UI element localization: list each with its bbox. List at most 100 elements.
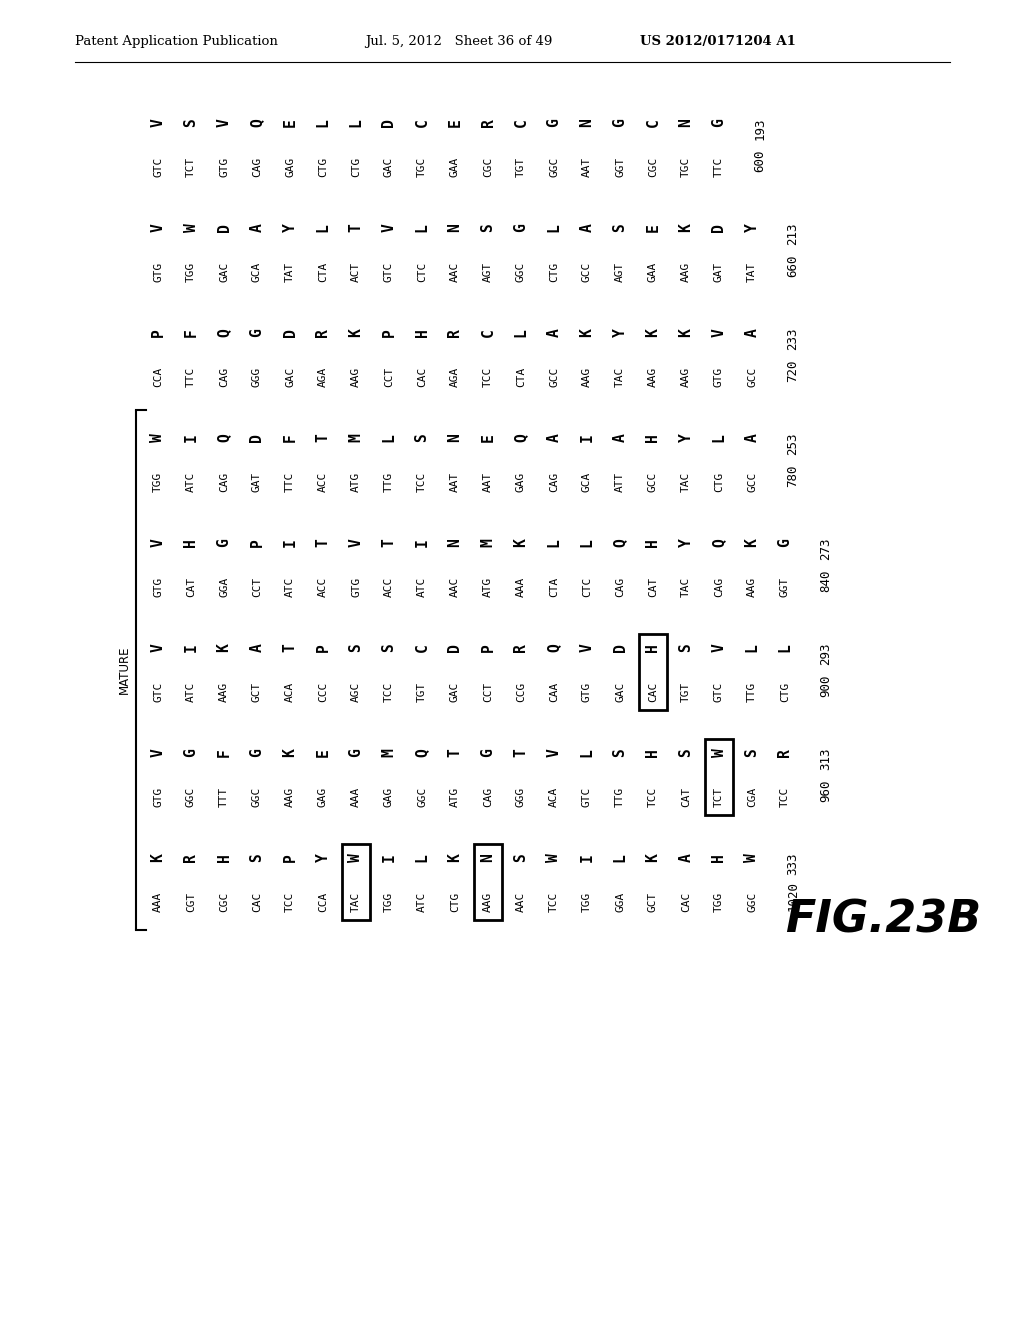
Text: TAT: TAT [746, 261, 757, 282]
Text: GCA: GCA [252, 261, 262, 282]
Text: Q: Q [513, 434, 528, 442]
Text: L: L [415, 854, 429, 862]
Text: ACT: ACT [351, 261, 361, 282]
Text: GGC: GGC [549, 157, 559, 177]
Text: V: V [348, 539, 364, 548]
Text: F: F [183, 329, 199, 338]
Text: D: D [283, 329, 298, 338]
Text: GTG: GTG [219, 157, 229, 177]
Text: 273: 273 [819, 537, 833, 560]
Text: R: R [480, 119, 496, 127]
Text: P: P [315, 644, 331, 652]
Text: GTG: GTG [714, 367, 724, 387]
Text: TCC: TCC [285, 892, 295, 912]
Text: G: G [216, 539, 231, 548]
Text: Q: Q [547, 644, 561, 652]
Text: 213: 213 [786, 223, 800, 246]
Text: R: R [513, 644, 528, 652]
Text: TGT: TGT [681, 682, 691, 702]
Text: G: G [183, 748, 199, 758]
Text: GCT: GCT [252, 682, 262, 702]
Text: G: G [612, 119, 628, 127]
Text: TGT: TGT [516, 157, 526, 177]
Text: C: C [415, 644, 429, 652]
Text: CTC: CTC [417, 261, 427, 282]
Text: N: N [447, 539, 463, 548]
Text: T: T [513, 748, 528, 758]
Text: CTA: CTA [318, 261, 328, 282]
Text: D: D [382, 119, 396, 127]
Text: AAG: AAG [483, 892, 493, 912]
Text: E: E [645, 223, 660, 232]
Text: TTC: TTC [285, 471, 295, 492]
Text: 1020: 1020 [786, 880, 800, 911]
Text: S: S [744, 748, 760, 758]
Text: 600: 600 [754, 149, 767, 172]
Text: Y: Y [283, 223, 298, 232]
Text: H: H [645, 539, 660, 548]
Text: CAG: CAG [252, 157, 262, 177]
Text: H: H [183, 539, 199, 548]
Text: I: I [580, 434, 595, 442]
Text: CCT: CCT [483, 682, 493, 702]
Text: GTC: GTC [582, 787, 592, 807]
Text: L: L [315, 119, 331, 127]
Text: A: A [612, 434, 628, 442]
Text: CAC: CAC [252, 892, 262, 912]
Text: T: T [315, 539, 331, 548]
Text: TCC: TCC [417, 471, 427, 492]
Text: CGC: CGC [648, 157, 658, 177]
Text: CAG: CAG [483, 787, 493, 807]
Text: CGC: CGC [483, 157, 493, 177]
Text: TAC: TAC [681, 471, 691, 492]
Text: ACC: ACC [384, 577, 394, 597]
Text: CAG: CAG [615, 577, 625, 597]
Text: TAC: TAC [681, 577, 691, 597]
Text: GCC: GCC [746, 367, 757, 387]
Text: I: I [183, 644, 199, 652]
Text: GGC: GGC [417, 787, 427, 807]
Text: G: G [348, 748, 364, 758]
Text: ATC: ATC [285, 577, 295, 597]
Text: AAG: AAG [681, 261, 691, 282]
Text: GTG: GTG [153, 787, 163, 807]
Text: L: L [513, 329, 528, 338]
Text: GCC: GCC [582, 261, 592, 282]
Text: F: F [216, 748, 231, 758]
Bar [342, 843, 370, 920]
Text: GTG: GTG [153, 577, 163, 597]
Text: AAG: AAG [746, 577, 757, 597]
Text: GTG: GTG [351, 577, 361, 597]
Text: GAC: GAC [450, 682, 460, 702]
Text: TCC: TCC [780, 787, 790, 807]
Text: GAC: GAC [384, 157, 394, 177]
Text: N: N [580, 119, 595, 127]
Text: W: W [151, 434, 166, 442]
Text: GTC: GTC [153, 157, 163, 177]
Text: S: S [679, 748, 693, 758]
Text: ATC: ATC [417, 577, 427, 597]
Text: K: K [679, 329, 693, 338]
Text: MATURE: MATURE [118, 645, 130, 694]
Text: AAC: AAC [450, 577, 460, 597]
Text: AAG: AAG [681, 367, 691, 387]
Text: TGG: TGG [582, 892, 592, 912]
Text: K: K [447, 854, 463, 862]
Text: 253: 253 [786, 433, 800, 455]
Text: CTG: CTG [351, 157, 361, 177]
Text: GCC: GCC [549, 367, 559, 387]
Text: E: E [315, 748, 331, 758]
Text: TCC: TCC [549, 892, 559, 912]
Text: AGA: AGA [450, 367, 460, 387]
Text: L: L [580, 539, 595, 548]
Text: ACA: ACA [549, 787, 559, 807]
Text: L: L [547, 223, 561, 232]
Text: S: S [513, 854, 528, 862]
Text: ATT: ATT [615, 471, 625, 492]
Text: G: G [250, 748, 264, 758]
Text: AAT: AAT [483, 471, 493, 492]
Text: AAG: AAG [285, 787, 295, 807]
Text: T: T [447, 748, 463, 758]
Text: TTG: TTG [615, 787, 625, 807]
Text: CCT: CCT [384, 367, 394, 387]
